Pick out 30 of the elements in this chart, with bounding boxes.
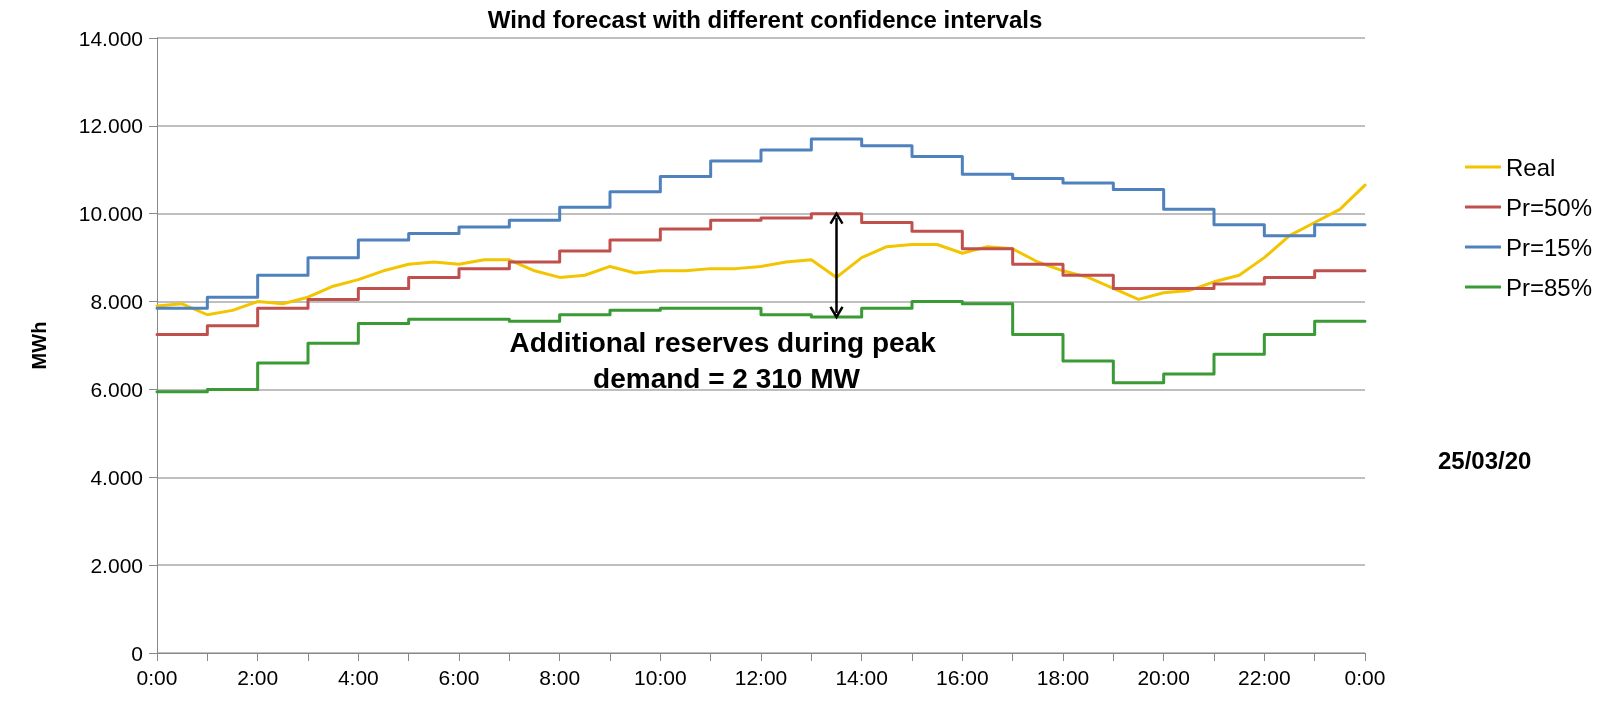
line-series <box>155 183 1367 317</box>
x-tick-label: 8:00 <box>539 666 581 689</box>
y-tick-label: 2.000 <box>90 553 143 577</box>
x-tick-label: 0:00 <box>1344 666 1386 689</box>
x-tick-label: 16:00 <box>936 666 989 689</box>
x-tick-label: 14:00 <box>835 666 888 689</box>
y-tick-label: 8.000 <box>90 290 143 314</box>
x-tick-label: 18:00 <box>1036 666 1090 689</box>
legend-label: Pr=85% <box>1505 273 1593 301</box>
y-tick-label: 4.000 <box>90 465 143 489</box>
y-tick-label: 12.000 <box>78 114 143 138</box>
y-axis-title: MWh <box>28 321 50 370</box>
x-tick-label: 10:00 <box>634 666 687 689</box>
x-tick-label: 20:00 <box>1137 666 1190 689</box>
y-tick-label: 6.000 <box>90 377 143 401</box>
legend-label: Pr=15% <box>1505 233 1593 261</box>
text: 25/03/20 <box>1438 446 1532 474</box>
chart-title: Wind forecast with different confidence intervals <box>487 5 1043 33</box>
legend-label: Real <box>1505 153 1556 181</box>
x-tick-label: 4:00 <box>337 666 379 689</box>
x-tick-label: 0:00 <box>136 666 178 689</box>
x-tick-label: 2:00 <box>237 666 279 689</box>
y-tick-label: 14.000 <box>78 26 143 50</box>
annotation: Additional reserves during peak demand = 2 310 MW <box>509 327 944 395</box>
x-tick-label: 6:00 <box>438 666 480 689</box>
y-tick-label: 10.000 <box>78 202 143 226</box>
y-tick-label: 0 <box>131 641 143 665</box>
legend-label: Pr=50% <box>1505 193 1593 221</box>
x-tick-label: 12:00 <box>734 666 788 689</box>
x-tick-label: 22:00 <box>1238 666 1291 689</box>
